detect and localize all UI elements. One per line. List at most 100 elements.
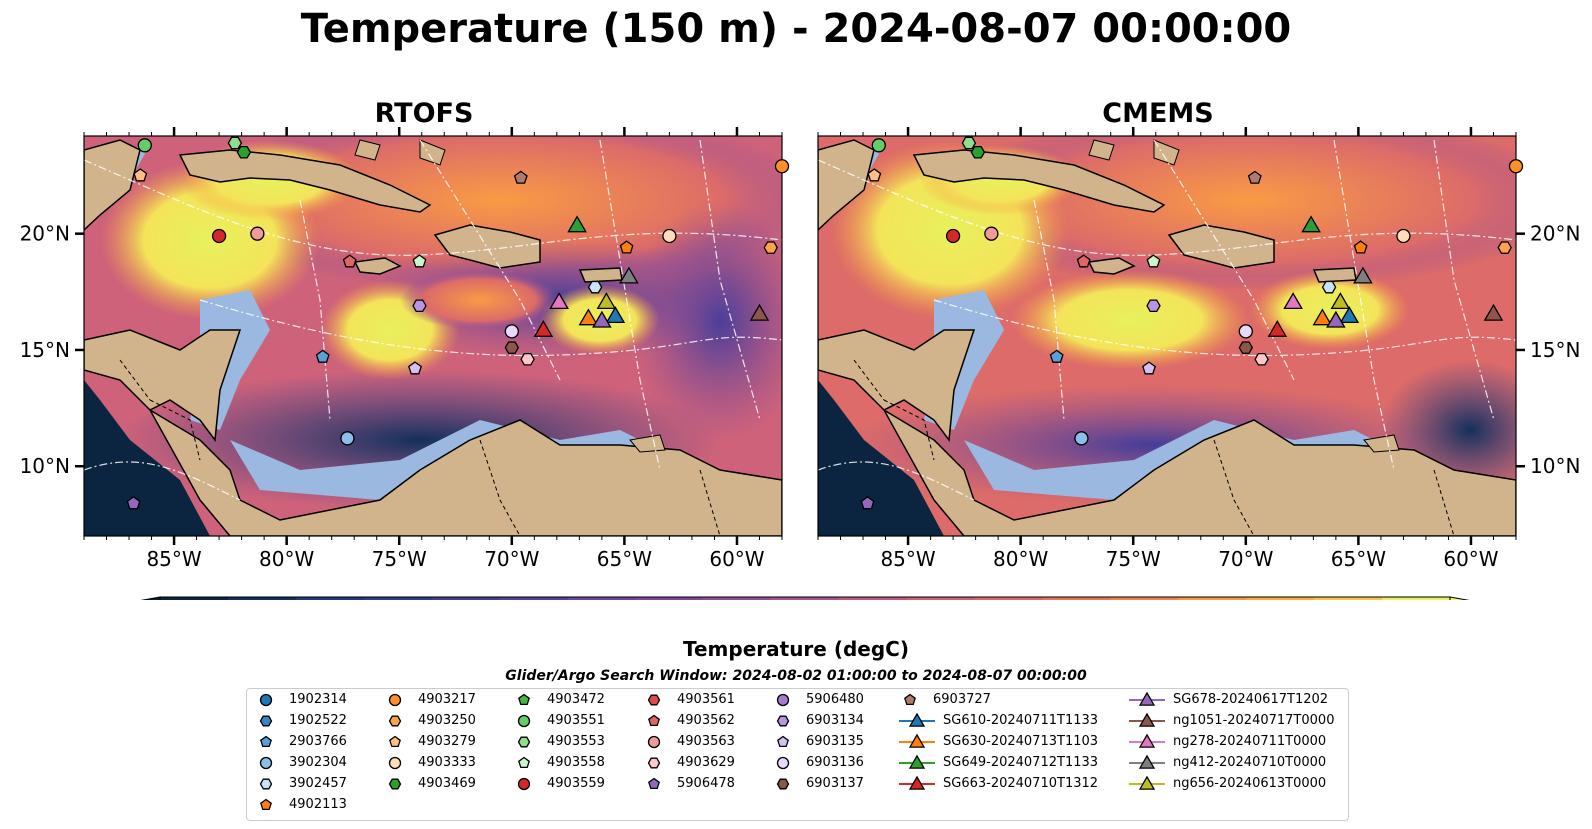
argo-float-icon xyxy=(260,735,272,748)
observation-marker xyxy=(137,138,152,153)
legend-label: 3902304 xyxy=(289,755,347,770)
observation-marker xyxy=(961,136,977,150)
argo-float-icon xyxy=(648,714,660,727)
legend-label: 4903279 xyxy=(418,734,476,749)
argo-float-icon xyxy=(259,693,273,707)
legend-marker xyxy=(518,693,530,706)
argo-float-icon xyxy=(776,778,790,790)
glider-track-icon xyxy=(899,754,935,769)
argo-float-icon xyxy=(776,715,790,727)
legend-label: 4903472 xyxy=(547,692,605,707)
observation-marker xyxy=(860,496,875,510)
observation-marker xyxy=(567,215,587,233)
observation-marker xyxy=(619,266,639,284)
legend-marker xyxy=(517,777,531,791)
argo-float-icon xyxy=(517,714,531,728)
observation-marker xyxy=(513,170,528,184)
legend-label: ng278-20240711T0000 xyxy=(1173,734,1327,749)
glider-track-icon xyxy=(1129,712,1165,727)
observation-marker xyxy=(763,241,778,254)
observation-marker xyxy=(662,228,677,244)
lon-tick-label: 70°W xyxy=(484,547,539,571)
legend-label: 6903134 xyxy=(806,713,864,728)
legend-marker xyxy=(648,777,660,790)
observation-marker xyxy=(1254,352,1269,366)
observation-marker xyxy=(340,431,355,446)
legend-marker xyxy=(259,693,273,707)
observation-marker xyxy=(250,226,265,241)
observation-marker xyxy=(1142,361,1156,375)
legend-marker xyxy=(1138,733,1156,748)
colorbar-bin xyxy=(227,597,297,600)
observation-marker xyxy=(533,319,554,337)
argo-float-icon xyxy=(260,798,272,811)
observation-marker xyxy=(1267,319,1288,337)
colorbar-bin xyxy=(906,597,976,600)
lat-tick-label: 20°N xyxy=(1530,222,1580,246)
colorbar-bin xyxy=(295,597,365,600)
cmems-frame xyxy=(817,135,1517,537)
glider-track-icon xyxy=(1129,691,1165,706)
colorbar-bin xyxy=(1042,597,1112,600)
observation-marker xyxy=(1283,292,1303,310)
glider-track-icon xyxy=(1129,754,1165,769)
observation-marker xyxy=(1146,299,1161,313)
legend-label: 6903727 xyxy=(933,692,991,707)
argo-float-icon xyxy=(647,735,661,749)
colorbar-over-extend xyxy=(1449,596,1470,600)
colorbar-bin xyxy=(1110,597,1179,600)
observation-marker xyxy=(1353,240,1368,254)
observation-marker xyxy=(412,299,427,313)
argo-float-icon xyxy=(388,715,402,727)
map-figure: 85°W 80°W 75°W 70°W 65°W 60°W 10°N 15°N 20°N 85°W… xyxy=(20,127,1580,600)
legend-label: 1902314 xyxy=(289,692,347,707)
observation-marker xyxy=(592,310,612,328)
legend-label: ng1051-20240717T0000 xyxy=(1173,713,1335,728)
colorbar-label: Temperature (degC) xyxy=(683,637,909,661)
colorbar-bin xyxy=(431,597,500,600)
legend-marker xyxy=(647,735,661,749)
legend-marker xyxy=(1138,775,1156,790)
lon-tick-label: 85°W xyxy=(880,547,935,571)
observation-marker xyxy=(236,145,252,159)
colorbar: 1718192021222324 xyxy=(140,596,1470,600)
observation-marker xyxy=(1076,254,1091,268)
legend-marker xyxy=(260,798,272,811)
legend-marker xyxy=(388,715,402,727)
observation-marker xyxy=(945,228,961,244)
observation-marker xyxy=(504,341,520,354)
panel-title-rtofs: RTOFS xyxy=(374,98,474,129)
argo-float-icon xyxy=(648,777,660,790)
glider-track-icon xyxy=(1129,733,1165,748)
observation-marker xyxy=(126,496,141,510)
lat-tick-label: 15°N xyxy=(1530,338,1580,362)
argo-float-icon xyxy=(776,756,790,770)
lon-tick-label: 65°W xyxy=(1331,547,1386,571)
glider-track-icon xyxy=(1129,775,1165,790)
legend-label: SG678-20240617T1202 xyxy=(1173,692,1329,707)
rtofs-frame xyxy=(83,135,783,537)
legend-marker xyxy=(776,756,790,770)
argo-float-icon xyxy=(517,777,531,791)
figure-title: Temperature (150 m) - 2024-08-07 00:00:0… xyxy=(300,6,1292,52)
argo-float-icon xyxy=(647,694,661,706)
lon-tick-label: 80°W xyxy=(259,547,314,571)
observation-marker xyxy=(867,168,882,182)
legend-label: 4903558 xyxy=(547,755,605,770)
observation-marker xyxy=(774,159,790,174)
legend-label: SG663-20240710T1312 xyxy=(943,776,1099,791)
argo-float-icon xyxy=(259,715,273,727)
legend-marker xyxy=(776,715,790,727)
lon-tick-label: 70°W xyxy=(1218,547,1273,571)
colorbar-bin xyxy=(363,597,433,600)
legend-label: SG630-20240713T1103 xyxy=(943,734,1099,749)
lon-tick-label: 60°W xyxy=(709,547,764,571)
legend-label: ng656-20240613T0000 xyxy=(1173,776,1327,791)
observation-marker xyxy=(342,254,357,268)
observation-marker xyxy=(984,226,999,241)
observation-marker xyxy=(1146,254,1161,268)
observation-marker xyxy=(408,361,422,375)
argo-float-icon xyxy=(518,693,530,706)
argo-float-icon xyxy=(388,778,402,790)
lat-tick-label: 10°N xyxy=(1530,454,1580,478)
